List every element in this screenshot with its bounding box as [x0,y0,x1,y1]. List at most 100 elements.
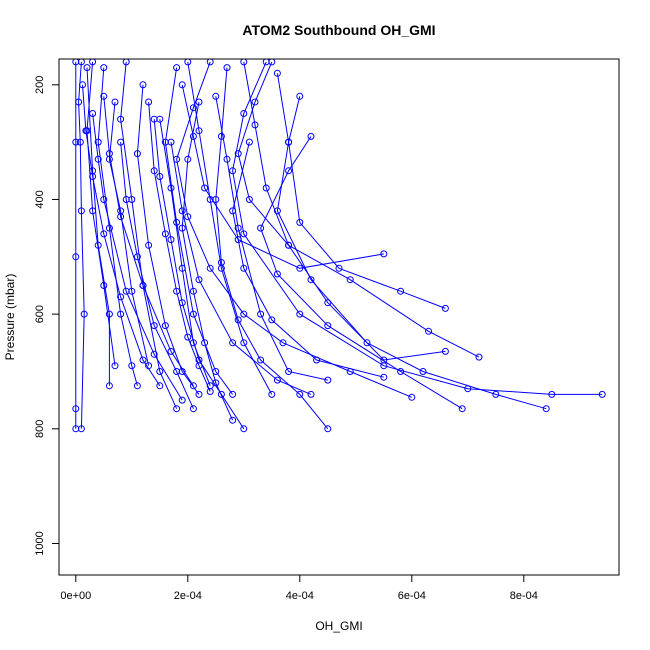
data-point [217,132,225,140]
data-point [111,362,119,370]
data-point [223,155,231,163]
data-point [133,150,141,158]
data-point [240,59,248,66]
data-point [80,310,88,318]
data-point [189,310,197,318]
data-point [234,316,242,324]
data-point [111,98,119,106]
x-tick-label: 4e-04 [286,590,314,602]
data-point [201,339,209,347]
data-point [76,138,84,146]
data-point [117,115,125,123]
data-point [324,376,332,384]
data-point [189,287,197,295]
data-point [117,293,125,301]
data-point [251,98,259,106]
data-point [307,132,315,140]
data-point [229,390,237,398]
data-point [139,81,147,89]
series-line [181,84,384,269]
data-point [408,393,416,401]
data-point [167,347,175,355]
data-point [122,287,130,295]
series-line [82,84,161,387]
data-point [307,390,315,398]
data-point [145,98,153,106]
x-tick-label: 2e-04 [174,590,202,602]
data-point [380,373,388,381]
data-point [212,92,220,100]
data-point [268,390,276,398]
series-line [103,96,194,387]
data-point [229,207,237,215]
data-point [94,155,102,163]
data-point [598,390,606,398]
data-point [150,167,158,175]
data-point [240,310,248,318]
data-point [273,69,281,77]
data-point [257,356,265,364]
data-point [245,138,253,146]
data-point [195,362,203,370]
data-point [268,59,276,66]
series-line [176,61,412,398]
data-point [217,259,225,266]
data-point [173,218,181,226]
x-axis: 0e+00 2e-04 4e-04 6e-04 8e-04 [60,574,538,602]
data-point [184,155,192,163]
data-point [156,173,164,180]
data-point [89,173,97,180]
data-point [240,110,248,117]
series-line [86,67,110,386]
data-point [133,382,141,390]
series-line [215,96,328,381]
data-point [273,207,281,215]
chart-title: ATOM2 Southbound OH_GMI [242,22,435,38]
data-point [156,382,164,390]
data-point [257,310,265,318]
data-point [285,167,293,175]
data-point [178,207,186,215]
data-point [234,224,242,232]
data-point [94,138,102,146]
series-line [181,101,234,421]
data-point [313,356,321,364]
data-point [150,115,158,123]
x-tick-label: 0e+00 [60,590,91,602]
data-point [100,92,108,100]
data-point [240,264,248,272]
data-point [79,81,86,89]
series-line [120,61,178,409]
data-point [184,59,192,66]
data-point [206,264,214,272]
data-point [189,104,197,112]
series-line [187,61,273,395]
data-point [161,230,169,238]
data-point [380,362,388,370]
data-point [363,339,371,347]
data-point [83,64,91,72]
data-point [212,196,220,203]
data-point [75,98,83,106]
data-point [173,405,181,413]
data-point [273,270,281,278]
data-point [296,92,304,100]
data-point [397,368,405,375]
data-point [201,184,209,192]
data-point [285,241,293,249]
data-point [161,322,169,330]
data-point [245,196,253,203]
data-point [296,390,304,398]
data-point [229,416,237,424]
series-line [153,119,245,430]
data-point [419,368,427,375]
data-point [542,405,550,413]
data-point [77,425,85,433]
data-point [257,224,265,232]
series-line [260,136,463,410]
data-point [82,127,90,135]
data-point [307,276,315,284]
data-point [206,59,214,66]
data-point [492,390,500,398]
